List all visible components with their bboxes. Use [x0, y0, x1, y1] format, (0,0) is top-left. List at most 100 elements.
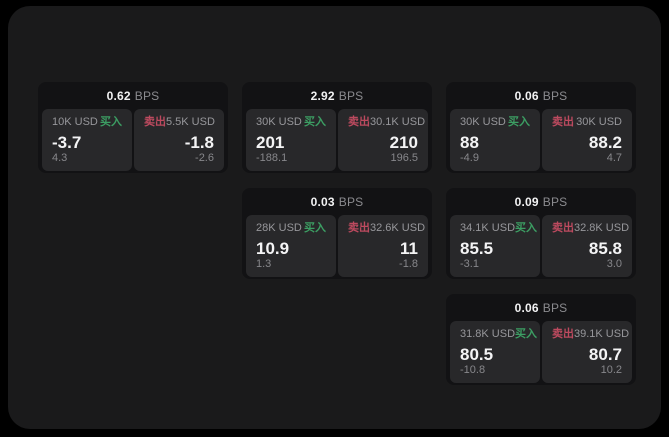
bps-unit-label: BPS: [338, 88, 364, 103]
sell-amount: 5.5K USD: [166, 116, 215, 128]
sell-price: -1.8: [184, 132, 214, 152]
buy-price: 201: [256, 132, 285, 152]
buy-sub-value: -10.8: [460, 364, 486, 377]
buy-panel-top: 34.1K USD 买入: [460, 222, 537, 236]
sell-price: 88.2: [588, 132, 622, 152]
sell-amount: 32.8K USD: [574, 222, 630, 234]
buy-sub-value: -188.1: [256, 152, 288, 165]
sell-panel[interactable]: 卖出 32.6K USD 11 -1.8: [338, 215, 428, 278]
buy-amount: 31.8K USD: [460, 328, 516, 340]
buy-side-label: 买入: [515, 328, 538, 340]
sell-sub-value: -1.8: [399, 258, 418, 271]
sell-sub-value: 3.0: [606, 258, 622, 271]
buy-panel-top: 30K USD 买入: [460, 116, 530, 130]
buy-amount: 30K USD: [460, 116, 506, 128]
buy-panel[interactable]: 34.1K USD 买入 85.5 -3.1: [450, 215, 540, 278]
bps-unit-label: BPS: [338, 194, 364, 209]
buy-panel[interactable]: 31.8K USD 买入 80.5 -10.8: [450, 321, 540, 384]
sell-panel-top: 卖出 5.5K USD: [144, 116, 215, 130]
sell-panel[interactable]: 卖出 30K USD 88.2 4.7: [542, 109, 632, 172]
quote-card-body: 30K USD 买入 88 -4.9 卖出 30K USD 88.2 4.7: [446, 109, 636, 175]
sell-panel-top: 卖出 32.8K USD: [552, 222, 629, 236]
sell-panel-top: 卖出 39.1K USD: [552, 328, 629, 342]
quote-card-body: 28K USD 买入 10.9 1.3 卖出 32.6K USD 11 -1.8: [242, 215, 432, 281]
quote-card-body: 31.8K USD 买入 80.5 -10.8 卖出 39.1K USD 80.…: [446, 321, 636, 387]
bps-value: 0.03: [310, 194, 335, 209]
bps-unit-label: BPS: [542, 300, 568, 315]
quote-card-body: 30K USD 买入 201 -188.1 卖出 30.1K USD 210 1…: [242, 109, 432, 175]
quote-card-body: 34.1K USD 买入 85.5 -3.1 卖出 32.8K USD 85.8…: [446, 215, 636, 281]
bps-value: 0.06: [514, 88, 539, 103]
quote-card-header: 0.06 BPS: [446, 82, 636, 109]
bps-value: 2.92: [310, 88, 335, 103]
sell-side-label: 卖出: [552, 222, 574, 234]
bps-value: 0.06: [514, 300, 539, 315]
sell-side-label: 卖出: [144, 116, 166, 128]
buy-panel-top: 30K USD 买入: [256, 116, 326, 130]
bps-value: 0.09: [514, 194, 539, 209]
buy-panel-top: 10K USD 买入: [52, 116, 122, 130]
buy-panel[interactable]: 30K USD 买入 201 -188.1: [246, 109, 336, 172]
sell-panel[interactable]: 卖出 39.1K USD 80.7 10.2: [542, 321, 632, 384]
buy-price: 88: [460, 132, 479, 152]
bps-unit-label: BPS: [542, 88, 568, 103]
sell-sub-value: 4.7: [606, 152, 622, 165]
sell-side-label: 卖出: [552, 328, 574, 340]
quote-card-header: 0.03 BPS: [242, 188, 432, 215]
buy-panel[interactable]: 28K USD 买入 10.9 1.3: [246, 215, 336, 278]
buy-panel[interactable]: 10K USD 买入 -3.7 4.3: [42, 109, 132, 172]
sell-price: 80.7: [588, 344, 622, 364]
quote-card: 0.62 BPS 10K USD 买入 -3.7 4.3 卖出 5.5K USD…: [38, 82, 228, 173]
sell-side-label: 卖出: [348, 222, 370, 234]
sell-panel-top: 卖出 30K USD: [552, 116, 622, 130]
buy-price: 85.5: [460, 238, 494, 258]
sell-sub-value: -2.6: [195, 152, 214, 165]
buy-amount: 30K USD: [256, 116, 302, 128]
buy-side-label: 买入: [515, 222, 538, 234]
sell-panel[interactable]: 卖出 32.8K USD 85.8 3.0: [542, 215, 632, 278]
sell-amount: 39.1K USD: [574, 328, 630, 340]
buy-sub-value: 4.3: [52, 152, 68, 165]
buy-amount: 34.1K USD: [460, 222, 516, 234]
bps-unit-label: BPS: [542, 194, 568, 209]
bps-value: 0.62: [106, 88, 131, 103]
sell-price: 85.8: [588, 238, 622, 258]
buy-amount: 10K USD: [52, 116, 98, 128]
quote-card: 0.03 BPS 28K USD 买入 10.9 1.3 卖出 32.6K US…: [242, 188, 432, 279]
sell-price: 210: [389, 132, 418, 152]
sell-amount: 30K USD: [576, 116, 622, 128]
buy-side-label: 买入: [304, 222, 326, 234]
quote-card: 0.06 BPS 31.8K USD 买入 80.5 -10.8 卖出 39.1…: [446, 294, 636, 385]
buy-sub-value: -3.1: [460, 258, 479, 271]
quote-card-body: 10K USD 买入 -3.7 4.3 卖出 5.5K USD -1.8 -2.…: [38, 109, 228, 175]
buy-panel-top: 31.8K USD 买入: [460, 328, 537, 342]
sell-panel-top: 卖出 32.6K USD: [348, 222, 425, 236]
buy-panel-top: 28K USD 买入: [256, 222, 326, 236]
buy-price: 80.5: [460, 344, 494, 364]
sell-sub-value: 196.5: [390, 152, 418, 165]
buy-sub-value: -4.9: [460, 152, 479, 165]
sell-panel[interactable]: 卖出 5.5K USD -1.8 -2.6: [134, 109, 224, 172]
buy-price: -3.7: [52, 132, 82, 152]
bps-unit-label: BPS: [134, 88, 160, 103]
buy-sub-value: 1.3: [256, 258, 272, 271]
buy-side-label: 买入: [100, 116, 122, 128]
sell-side-label: 卖出: [552, 116, 574, 128]
sell-panel[interactable]: 卖出 30.1K USD 210 196.5: [338, 109, 428, 172]
quote-card: 0.06 BPS 30K USD 买入 88 -4.9 卖出 30K USD 8…: [446, 82, 636, 173]
sell-side-label: 卖出: [348, 116, 370, 128]
sell-panel-top: 卖出 30.1K USD: [348, 116, 425, 130]
buy-side-label: 买入: [304, 116, 326, 128]
sell-amount: 32.6K USD: [370, 222, 426, 234]
quote-card-header: 0.62 BPS: [38, 82, 228, 109]
sell-amount: 30.1K USD: [370, 116, 426, 128]
buy-amount: 28K USD: [256, 222, 302, 234]
sell-sub-value: 10.2: [600, 364, 622, 377]
buy-side-label: 买入: [508, 116, 530, 128]
quote-card-header: 0.09 BPS: [446, 188, 636, 215]
app-background: 0.62 BPS 10K USD 买入 -3.7 4.3 卖出 5.5K USD…: [8, 6, 661, 429]
quote-card-header: 2.92 BPS: [242, 82, 432, 109]
buy-panel[interactable]: 30K USD 买入 88 -4.9: [450, 109, 540, 172]
quote-card-header: 0.06 BPS: [446, 294, 636, 321]
sell-price: 11: [400, 238, 418, 258]
